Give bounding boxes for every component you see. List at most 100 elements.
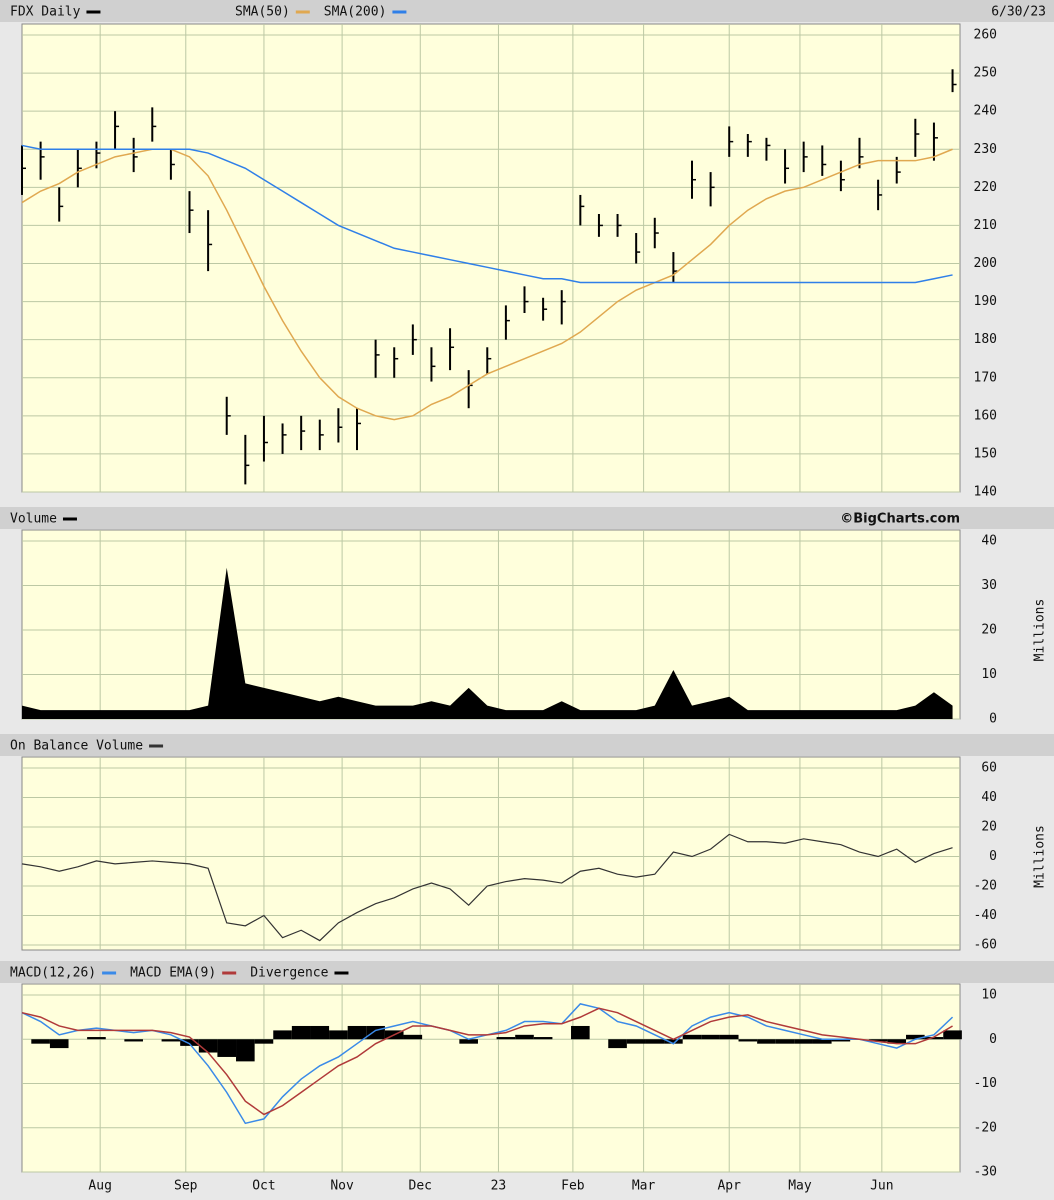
y-tick-label: 160 [974, 408, 997, 423]
x-tick-label: Mar [632, 1179, 656, 1194]
y-tick-label: -30 [974, 1165, 997, 1180]
divergence-bar [161, 1039, 181, 1042]
divergence-bar [254, 1039, 274, 1044]
divergence-bar [645, 1039, 665, 1044]
panel-header [0, 734, 1054, 756]
divergence-bar [217, 1039, 237, 1057]
y-tick-label: 260 [974, 28, 997, 43]
divergence-bar [626, 1039, 646, 1044]
x-tick-label: Feb [561, 1179, 585, 1194]
y-tick-label: 10 [981, 988, 997, 1003]
legend-label: SMA(200) [324, 5, 387, 20]
divergence-bar [236, 1039, 255, 1062]
y-tick-label: 20 [981, 623, 997, 638]
divergence-bar [124, 1039, 143, 1042]
divergence-bar [180, 1039, 199, 1046]
y-tick-label: 250 [974, 66, 997, 81]
divergence-bar [719, 1034, 739, 1040]
y-tick-label: -10 [974, 1076, 997, 1091]
y-tick-label: 60 [981, 761, 997, 776]
x-tick-label: Oct [252, 1179, 275, 1194]
divergence-bar [31, 1039, 50, 1044]
obv-line [21, 833, 953, 942]
divergence-bar [831, 1039, 851, 1042]
legend-label: MACD(12,26) [10, 966, 96, 981]
legend-label: MACD EMA(9) [130, 966, 216, 981]
y-tick-label: -20 [974, 1120, 997, 1135]
panel-header [0, 961, 1054, 983]
y-tick-label: 150 [974, 446, 997, 461]
legend-label: FDX Daily [10, 5, 81, 20]
y-tick-label: 30 [981, 578, 997, 593]
plot-area [21, 23, 961, 493]
x-tick-label: 23 [491, 1179, 507, 1194]
y-tick-label: 20 [981, 820, 997, 835]
divergence-bar [310, 1025, 330, 1040]
x-tick-label: Sep [174, 1179, 198, 1194]
divergence-bar [757, 1039, 776, 1044]
divergence-bar [664, 1039, 683, 1044]
divergence-bar [496, 1037, 516, 1040]
y-tick-label: 200 [974, 256, 997, 271]
divergence-bar [515, 1034, 534, 1040]
credit: ©BigCharts.com [840, 512, 960, 527]
y-tick-label: 10 [981, 667, 997, 682]
divergence-bar [347, 1025, 367, 1040]
divergence-bar [738, 1039, 758, 1042]
divergence-bar [775, 1039, 795, 1044]
legend-label: On Balance Volume [10, 739, 143, 754]
y-tick-label: 0 [989, 1032, 997, 1047]
y-tick-label: 230 [974, 142, 997, 157]
legend-label: SMA(50) [235, 5, 290, 20]
y-tick-label: 40 [981, 790, 997, 805]
y-tick-label: -20 [974, 879, 997, 894]
y-axis-label: Millions [1033, 599, 1048, 662]
y-tick-label: 210 [974, 218, 997, 233]
panel-header [0, 0, 1054, 22]
divergence-bar [924, 1037, 944, 1040]
divergence-bar [701, 1034, 720, 1040]
y-tick-label: 140 [974, 485, 997, 500]
y-tick-label: 220 [974, 180, 997, 195]
divergence-bar [87, 1037, 106, 1040]
y-tick-label: 170 [974, 370, 997, 385]
divergence-bar [794, 1039, 813, 1044]
y-tick-label: 40 [981, 534, 997, 549]
y-tick-label: 240 [974, 104, 997, 119]
sma-line [21, 148, 953, 421]
divergence-bar [198, 1039, 218, 1053]
plot-area [21, 756, 961, 951]
divergence-bar [273, 1030, 292, 1040]
divergence-bar [887, 1039, 907, 1044]
y-tick-label: -40 [974, 908, 997, 923]
divergence-bar [329, 1030, 348, 1040]
legend-label: Volume [10, 512, 57, 527]
divergence-bar [608, 1039, 627, 1049]
divergence-bar [49, 1039, 69, 1049]
x-tick-label: Aug [88, 1179, 111, 1194]
panel-header [0, 507, 1054, 529]
plot-area [21, 983, 961, 1173]
divergence-bar [403, 1034, 423, 1040]
y-tick-label: 0 [989, 712, 997, 727]
y-axis-label: Millions [1033, 825, 1048, 888]
legend-label: Divergence [250, 966, 328, 981]
divergence-bar [291, 1025, 311, 1040]
y-tick-label: 0 [989, 849, 997, 864]
x-tick-label: Jun [870, 1179, 893, 1194]
y-tick-label: -60 [974, 938, 997, 953]
divergence-bar [868, 1039, 888, 1042]
divergence-bar [459, 1039, 478, 1044]
divergence-bar [533, 1037, 553, 1040]
x-tick-label: May [788, 1179, 812, 1194]
divergence-bar [571, 1025, 590, 1040]
divergence-bar [682, 1034, 702, 1040]
y-tick-label: 180 [974, 332, 997, 347]
x-tick-label: Dec [409, 1179, 432, 1194]
divergence-bar [906, 1034, 925, 1040]
date-label: 6/30/23 [991, 5, 1046, 20]
plot-area [21, 529, 961, 720]
divergence-bar [812, 1039, 832, 1044]
